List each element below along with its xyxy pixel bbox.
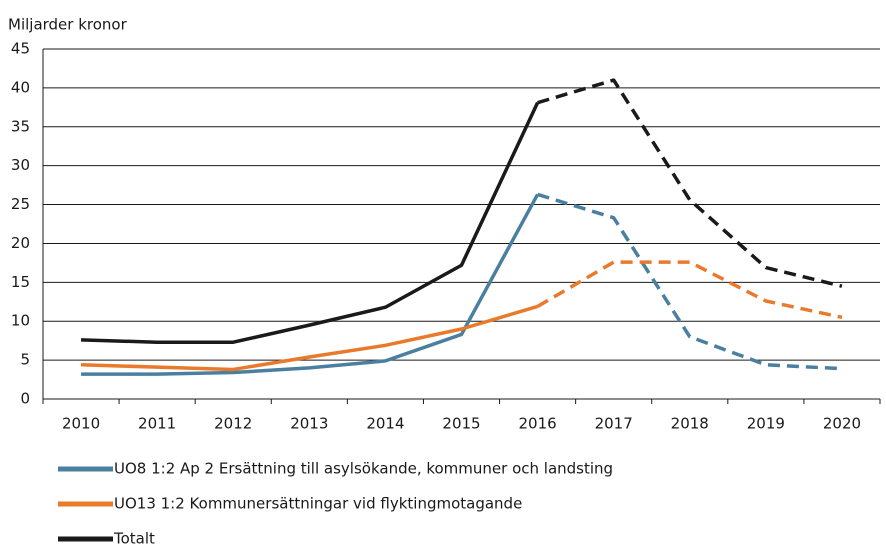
forecast-line — [536, 260, 843, 320]
x-tick-label: 2017 — [595, 415, 633, 433]
legend-label: UO8 1:2 Ap 2 Ersättning till asylsökande… — [114, 460, 613, 478]
series-line — [81, 193, 540, 376]
x-tick-label: 2018 — [671, 415, 709, 433]
y-axis-label: Miljarder kronor — [8, 16, 128, 34]
x-tick-label: 2010 — [62, 415, 100, 433]
x-tick-label: 2015 — [442, 415, 480, 433]
y-tick-label: 20 — [11, 234, 30, 252]
series-line — [80, 304, 539, 372]
y-tick-label: 5 — [20, 351, 30, 369]
y-tick-label: 10 — [11, 312, 30, 330]
y-tick-label: 15 — [11, 273, 30, 291]
legend-label: UO13 1:2 Kommunersättningar vid flykting… — [114, 495, 522, 513]
forecast-line — [537, 78, 843, 288]
y-tick-label: 30 — [11, 156, 30, 174]
x-tick-label: 2012 — [214, 415, 252, 433]
y-tick-label: 25 — [11, 195, 30, 213]
x-tick-label: 2014 — [366, 415, 404, 433]
y-tick-label: 35 — [11, 117, 30, 135]
x-tick-label: 2013 — [290, 415, 328, 433]
legend-label: Totalt — [113, 530, 155, 548]
x-tick-label: 2016 — [518, 415, 556, 433]
x-tick-label: 2020 — [823, 415, 861, 433]
y-tick-label: 45 — [11, 40, 30, 58]
forecast-line — [537, 192, 843, 371]
y-tick-label: 40 — [11, 78, 30, 96]
y-tick-label: 0 — [20, 390, 30, 408]
series-line — [80, 101, 540, 344]
x-tick-label: 2019 — [747, 415, 785, 433]
x-tick-label: 2011 — [138, 415, 176, 433]
